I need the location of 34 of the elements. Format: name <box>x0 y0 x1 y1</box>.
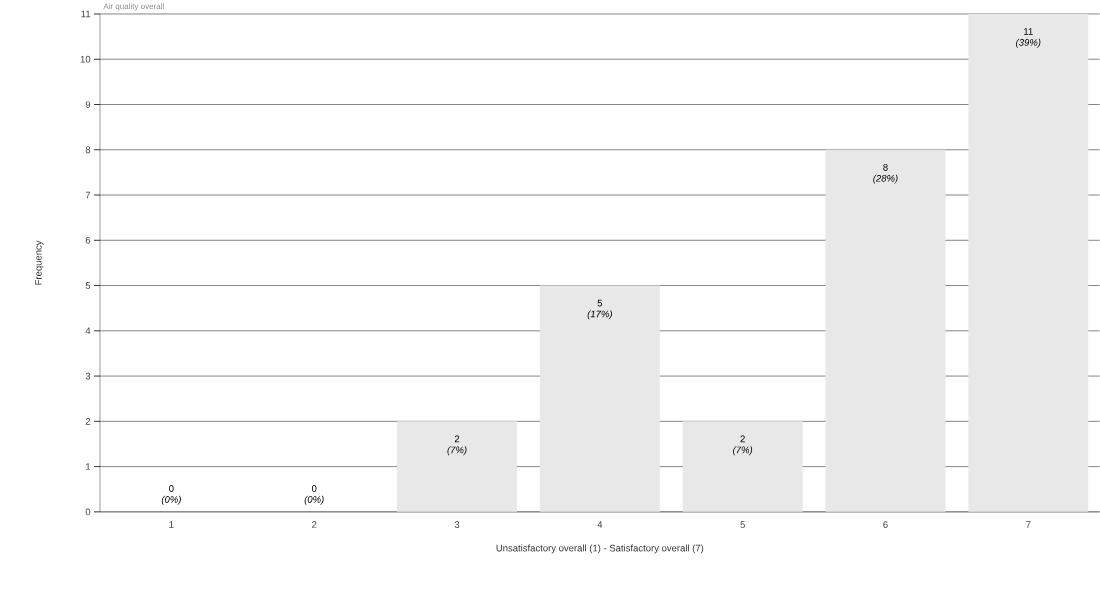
x-tick-label: 1 <box>169 521 174 528</box>
y-tick-label: 10 <box>80 55 91 63</box>
bar <box>968 14 1089 512</box>
data-label: 2 (7%) <box>733 435 753 456</box>
x-tick-label: 7 <box>1026 521 1031 528</box>
x-tick-label: 2 <box>312 521 317 528</box>
y-tick-label: 5 <box>85 282 91 289</box>
y-axis-title: Frequency <box>35 240 44 285</box>
y-tick-label: 1 <box>86 463 91 470</box>
x-axis-title: Unsatisfactory overall (1) - Satisfactory overall (7) <box>496 544 704 554</box>
y-tick-label: 2 <box>85 418 91 425</box>
y-tick-label: 4 <box>85 327 91 335</box>
y-tick-label: 6 <box>85 237 91 244</box>
bar <box>397 421 518 512</box>
data-label: 11 (39%) <box>1016 28 1041 48</box>
bar <box>825 149 946 512</box>
x-tick-label: 4 <box>597 521 603 528</box>
data-label: 0 (0%) <box>161 485 181 505</box>
bar <box>682 421 803 512</box>
chart-title: Air quality overall <box>103 3 164 11</box>
y-tick-label: 0 <box>85 508 91 516</box>
y-tick-label: 9 <box>85 101 91 108</box>
y-tick-label: 7 <box>85 191 91 199</box>
y-tick-label: 8 <box>85 146 91 154</box>
data-label: 0 (0%) <box>304 485 324 505</box>
x-tick-label: 5 <box>740 521 745 528</box>
y-tick-label: 3 <box>85 372 91 380</box>
x-tick-label: 6 <box>883 521 888 529</box>
x-tick-label: 3 <box>454 521 460 529</box>
y-tick-label: 11 <box>81 10 91 18</box>
data-label: 2 (7%) <box>447 435 467 456</box>
data-label: 8 (28%) <box>873 164 898 184</box>
bar <box>539 285 660 512</box>
data-label: 5 (17%) <box>587 299 612 320</box>
